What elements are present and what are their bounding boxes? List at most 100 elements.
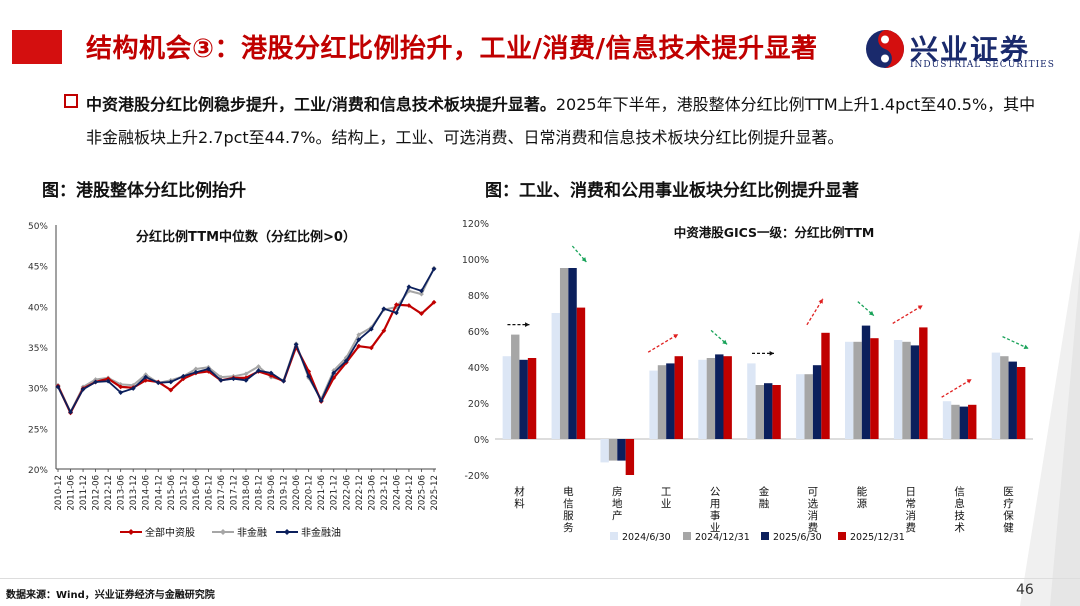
y-tick-label: 60% <box>468 327 489 338</box>
data-point <box>168 387 174 393</box>
x-tick-label: 2012-12 <box>104 475 114 511</box>
data-point <box>381 306 387 312</box>
bar <box>568 268 577 439</box>
x-tick-label: 2014-12 <box>154 475 164 511</box>
title-accent-block <box>12 30 62 64</box>
data-source: 数据来源：Wind，兴业证券经济与金融研究院 <box>6 590 215 601</box>
bar <box>649 370 658 439</box>
x-tick-label: 2015-12 <box>179 475 189 511</box>
trend-arrow-head <box>868 310 874 316</box>
data-point <box>419 291 424 297</box>
data-point <box>143 377 149 383</box>
y-tick-label: 80% <box>468 291 489 302</box>
bar <box>821 332 830 439</box>
x-tick-label: 2025-06 <box>417 475 427 511</box>
x-tick-label: 2015-06 <box>167 475 177 511</box>
trend-arrow-head <box>673 334 679 339</box>
x-tick-label: 2012-06 <box>92 475 102 511</box>
bar <box>853 341 862 439</box>
data-point <box>231 376 236 382</box>
y-tick-label: 50% <box>28 222 48 232</box>
data-point <box>243 377 249 383</box>
bar <box>519 359 528 439</box>
data-point <box>68 409 73 415</box>
trend-arrow-head <box>722 339 728 345</box>
page-number: 46 <box>1016 582 1034 598</box>
bar <box>861 325 871 439</box>
bar <box>657 365 667 439</box>
x-tick-label: 2018-06 <box>242 475 252 511</box>
company-logo-name: 兴业证券 <box>910 33 1031 66</box>
x-tick-label: 2018-12 <box>255 475 265 511</box>
category-label: 日常消费 <box>905 486 916 534</box>
trend-arrow-head <box>1023 344 1029 349</box>
data-point <box>406 284 412 290</box>
bar <box>747 363 756 439</box>
y-tick-label: -20% <box>464 471 489 482</box>
data-point <box>243 371 249 377</box>
data-point <box>206 366 211 372</box>
legend-marker <box>284 529 290 535</box>
x-tick-label: 2019-06 <box>267 475 277 511</box>
x-tick-label: 2017-12 <box>229 475 239 511</box>
chart2-title: 中资港股GICS一级：分红比例TTM <box>674 225 875 240</box>
legend-label: 2025/6/30 <box>773 532 822 543</box>
bar <box>559 268 569 439</box>
summary-paragraph: 中资港股分红比例稳步提升，工业/消费和信息技术板块提升显著。2025年下半年，港… <box>86 88 1046 154</box>
data-point <box>281 378 286 384</box>
summary-text: 2025年下半年，港股整体分红比例TTM上升1.4pct至40.5%，其中非金融… <box>86 95 1036 147</box>
y-tick-label: 20% <box>468 399 489 410</box>
y-tick-label: 45% <box>28 263 48 273</box>
data-point <box>356 332 362 338</box>
x-tick-label: 2014-06 <box>142 475 152 511</box>
figure1-title: 图：港股整体分红比例抬升 <box>42 181 246 201</box>
legend-swatch <box>761 532 769 540</box>
data-point <box>331 370 337 376</box>
bar <box>951 404 960 439</box>
bar <box>706 358 716 439</box>
data-point <box>118 382 124 387</box>
x-tick-label: 2023-06 <box>367 475 377 511</box>
category-label: 工业 <box>661 486 672 510</box>
data-point <box>356 343 362 349</box>
data-point <box>431 299 437 305</box>
bar <box>617 439 626 461</box>
bar <box>1000 356 1009 439</box>
bar <box>893 340 903 439</box>
data-point <box>419 311 424 317</box>
footer-divider <box>0 578 1080 579</box>
x-tick-label: 2019-12 <box>280 475 290 511</box>
y-tick-label: 35% <box>28 344 48 354</box>
x-tick-label: 2021-06 <box>317 475 327 511</box>
y-tick-label: 40% <box>28 303 48 313</box>
bar <box>755 385 764 439</box>
bar <box>772 385 781 439</box>
legend-label: 2024/12/31 <box>695 532 750 543</box>
x-tick-label: 2017-06 <box>217 475 227 511</box>
trend-arrow-line <box>806 298 824 326</box>
category-label: 房地产 <box>612 485 623 522</box>
figure2-title: 图：工业、消费和公用事业板块分红比例提升显著 <box>485 181 859 201</box>
x-tick-label: 2016-06 <box>192 475 202 511</box>
line-chart-dividend-ratio: 20% 25% 30% 35% 40% 45% 50% 2010-12 2011-06 2011-… <box>28 222 440 539</box>
y-tick-label: 20% <box>28 466 48 476</box>
company-logo-icon <box>866 30 904 68</box>
x-tick-label: 2021-12 <box>330 475 340 511</box>
data-point <box>343 358 349 364</box>
data-point <box>143 372 149 378</box>
data-point <box>105 376 111 382</box>
data-point <box>431 266 437 272</box>
trend-arrow-head <box>769 351 774 356</box>
background-decoration <box>1020 230 1080 606</box>
trend-arrow-line <box>941 378 972 398</box>
y-tick-label: 40% <box>468 363 489 374</box>
x-tick-label: 2013-06 <box>117 475 127 511</box>
bar <box>991 352 1001 439</box>
y-tick-label: 0% <box>474 435 489 446</box>
bar <box>576 307 586 439</box>
data-point <box>155 380 161 386</box>
bar <box>959 406 969 439</box>
bar <box>812 365 822 439</box>
legend-label: 2025/12/31 <box>850 532 905 543</box>
bar <box>502 356 512 439</box>
